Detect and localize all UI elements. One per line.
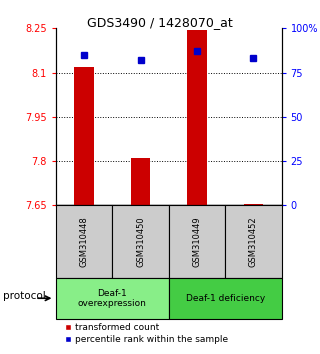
Bar <box>187 30 207 205</box>
Bar <box>112 205 169 278</box>
Bar <box>74 67 94 205</box>
Text: GSM310448: GSM310448 <box>80 216 89 267</box>
Bar <box>131 158 150 205</box>
Text: Deaf-1
overexpression: Deaf-1 overexpression <box>78 289 147 308</box>
Bar <box>56 205 112 278</box>
Text: GDS3490 / 1428070_at: GDS3490 / 1428070_at <box>87 16 233 29</box>
Text: GSM310452: GSM310452 <box>249 216 258 267</box>
Text: GSM310449: GSM310449 <box>193 216 202 267</box>
Bar <box>225 205 282 278</box>
Bar <box>169 278 282 319</box>
Bar <box>56 278 169 319</box>
Bar <box>244 204 263 205</box>
Text: GSM310450: GSM310450 <box>136 216 145 267</box>
Text: protocol: protocol <box>3 291 46 302</box>
Bar <box>169 205 225 278</box>
Legend: transformed count, percentile rank within the sample: transformed count, percentile rank withi… <box>60 320 232 348</box>
Text: Deaf-1 deficiency: Deaf-1 deficiency <box>186 294 265 303</box>
